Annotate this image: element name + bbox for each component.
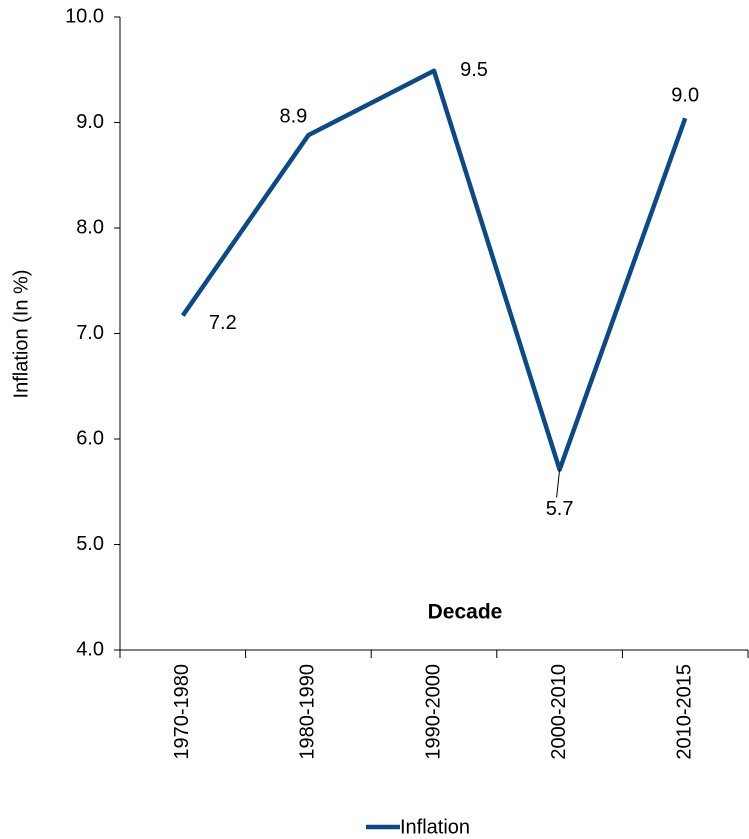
y-tick-label: 9.0: [76, 111, 104, 133]
y-tick-label: 7.0: [76, 322, 104, 344]
x-axis-label: Decade: [428, 601, 503, 624]
x-tick-label: 1990-2000: [422, 664, 444, 760]
y-tick-label: 4.0: [76, 638, 104, 660]
data-line: [180, 68, 688, 472]
x-tick-label: 2000-2010: [548, 664, 570, 760]
y-tick-label: 6.0: [76, 427, 104, 449]
leader-line: [556, 469, 561, 498]
data-label: 7.2: [209, 312, 237, 334]
y-tick-label: 8.0: [76, 216, 104, 238]
x-tick-label: 1980-1990: [297, 664, 319, 760]
x-tick-label: 1970-1980: [171, 664, 193, 760]
y-tick-label: 5.0: [76, 533, 104, 555]
data-label: 9.0: [671, 85, 699, 107]
data-label: 5.7: [546, 498, 574, 520]
data-label: 8.9: [279, 105, 307, 127]
legend-label: Inflation: [400, 816, 470, 838]
y-tick-label: 10.0: [65, 5, 104, 27]
x-tick-label: 2010-2015: [673, 664, 695, 760]
data-label: 9.5: [460, 59, 488, 81]
y-axis-label: Inflation (In %): [10, 270, 32, 399]
